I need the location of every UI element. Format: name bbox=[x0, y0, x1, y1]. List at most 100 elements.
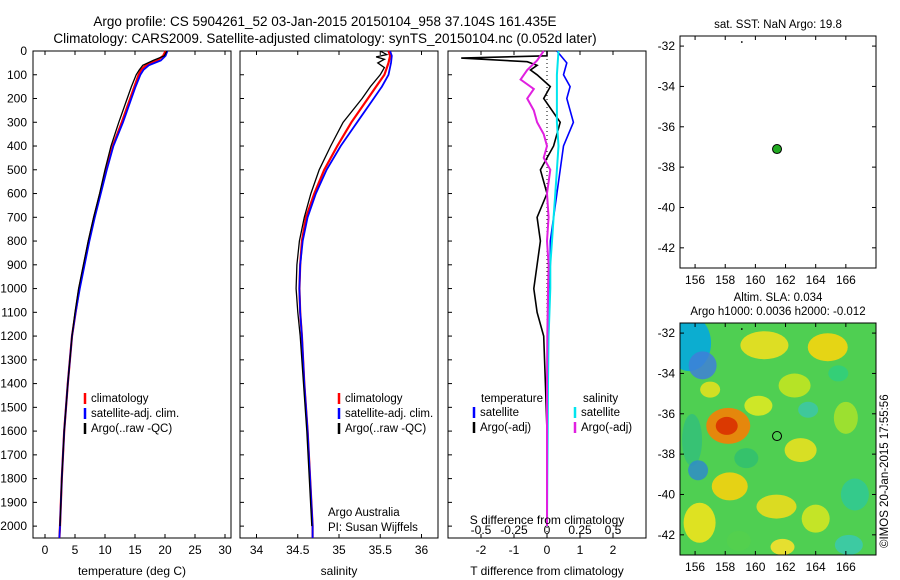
sla-blob bbox=[840, 478, 869, 511]
map-frame-2 bbox=[679, 322, 877, 556]
map-frame-1 bbox=[679, 35, 877, 269]
x-tick-label: 1 bbox=[577, 543, 584, 557]
x-axis-label: temperature (deg C) bbox=[78, 564, 186, 578]
y-tick-label: -36 bbox=[658, 407, 676, 421]
x-tick-label: 156 bbox=[685, 560, 705, 574]
y-tick-label: -32 bbox=[658, 39, 676, 53]
panel-frame-1 bbox=[32, 50, 232, 539]
sla-blob bbox=[688, 351, 717, 380]
series-satellite-adj-clim bbox=[58, 50, 169, 539]
y-tick-label: -38 bbox=[658, 447, 676, 461]
y-tick-label: 1300 bbox=[0, 353, 27, 367]
sla-blob bbox=[801, 504, 830, 533]
sla-blob bbox=[807, 333, 848, 362]
x-tick-label: 156 bbox=[685, 273, 705, 287]
y-tick-label: 200 bbox=[7, 92, 27, 106]
x-tick-label: 166 bbox=[836, 273, 856, 287]
top-x-tick-label: 0.5 bbox=[605, 523, 622, 537]
sla-blob bbox=[770, 538, 795, 555]
x-tick-label: 164 bbox=[806, 273, 826, 287]
sla-blob bbox=[778, 373, 811, 398]
x-tick-label: 30 bbox=[218, 543, 232, 557]
legend-entry-label: climatology bbox=[91, 393, 149, 405]
map-title: Altim. SLA: 0.034 bbox=[734, 292, 823, 304]
y-tick-label: 100 bbox=[7, 68, 27, 82]
x-tick-label: 160 bbox=[745, 273, 765, 287]
series-satellite-adj-clim bbox=[298, 50, 393, 538]
y-tick-label: 1000 bbox=[0, 282, 27, 296]
argo-location-marker bbox=[772, 431, 783, 442]
sla-blob bbox=[744, 395, 773, 416]
legend-entry-label: Argo(..raw -QC) bbox=[345, 423, 426, 435]
sla-blob bbox=[700, 381, 721, 398]
y-tick-label: 1800 bbox=[0, 472, 27, 486]
y-tick-label: 1700 bbox=[0, 448, 27, 462]
y-tick-label: -40 bbox=[658, 487, 676, 501]
sla-blob bbox=[683, 502, 716, 543]
y-tick-label: 1600 bbox=[0, 424, 27, 438]
y-tick-label: 500 bbox=[7, 163, 27, 177]
coast-dot bbox=[740, 328, 743, 330]
legend-entry-label: satellite bbox=[480, 407, 519, 419]
legend-entry-label: satellite bbox=[581, 407, 620, 419]
legend-heading: temperature bbox=[481, 393, 543, 405]
x-tick-label: 160 bbox=[745, 560, 765, 574]
x-tick-label: 162 bbox=[776, 273, 796, 287]
x-axis-label: salinity bbox=[321, 564, 358, 578]
coast-dot bbox=[740, 41, 743, 43]
x-tick-label: 20 bbox=[158, 543, 172, 557]
x-tick-label: 34 bbox=[250, 543, 264, 557]
sla-blob bbox=[756, 494, 797, 519]
x-tick-label: 35 bbox=[332, 543, 346, 557]
legend-entry-label: climatology bbox=[345, 393, 403, 405]
series-climatology bbox=[58, 50, 167, 539]
x-tick-label: 164 bbox=[806, 560, 826, 574]
top-x-tick-label: -0.25 bbox=[500, 523, 528, 537]
sla-blob bbox=[828, 365, 849, 382]
y-tick-label: 800 bbox=[7, 234, 27, 248]
legend-heading: salinity bbox=[583, 393, 618, 405]
sla-blob bbox=[798, 401, 819, 418]
y-tick-label: -32 bbox=[658, 326, 676, 340]
map-title: Argo h1000: 0.0036 h2000: -0.012 bbox=[690, 306, 865, 318]
x-tick-label: 158 bbox=[715, 273, 735, 287]
x-tick-label: 2 bbox=[610, 543, 617, 557]
x-tick-label: 162 bbox=[776, 560, 796, 574]
x-tick-label: 5 bbox=[72, 543, 79, 557]
top-x-axis-label: S difference from climatology bbox=[470, 513, 625, 527]
x-tick-label: 34.5 bbox=[286, 543, 310, 557]
y-tick-label: 900 bbox=[7, 258, 27, 272]
y-tick-label: -42 bbox=[658, 241, 676, 255]
sla-blob bbox=[784, 438, 817, 463]
y-tick-label: 300 bbox=[7, 115, 27, 129]
sla-blob bbox=[734, 448, 759, 469]
sla-blob bbox=[688, 460, 709, 481]
y-tick-label: 700 bbox=[7, 210, 27, 224]
x-tick-label: 10 bbox=[98, 543, 112, 557]
sla-blob bbox=[711, 472, 748, 501]
y-tick-label: 1900 bbox=[0, 495, 27, 509]
x-tick-label: 158 bbox=[715, 560, 735, 574]
panel-frame-2 bbox=[239, 50, 439, 539]
argo-location-marker bbox=[772, 144, 783, 155]
series-temperature-argo bbox=[461, 51, 562, 527]
y-tick-label: 1100 bbox=[1, 305, 27, 319]
x-tick-label: 166 bbox=[836, 560, 856, 574]
sla-blob bbox=[715, 416, 738, 435]
series-argo bbox=[295, 50, 389, 527]
x-tick-label: 15 bbox=[128, 543, 142, 557]
sla-blob bbox=[726, 530, 751, 551]
legend-entry-label: Argo(..raw -QC) bbox=[91, 423, 172, 435]
x-tick-label: 36 bbox=[415, 543, 429, 557]
series-salinity-argo bbox=[519, 50, 552, 527]
x-tick-label: 35.5 bbox=[369, 543, 393, 557]
title-line-1: Argo profile: CS 5904261_52 03-Jan-2015 … bbox=[93, 14, 557, 29]
title-line-2: Climatology: CARS2009. Satellite-adjuste… bbox=[53, 31, 597, 46]
x-tick-label: 0 bbox=[544, 543, 551, 557]
y-tick-label: -34 bbox=[658, 366, 676, 380]
x-tick-label: 25 bbox=[188, 543, 202, 557]
legend-entry-label: satellite-adj. clim. bbox=[345, 408, 433, 420]
annotation-line: PI: Susan Wijffels bbox=[328, 522, 418, 534]
y-tick-label: -42 bbox=[658, 528, 676, 542]
